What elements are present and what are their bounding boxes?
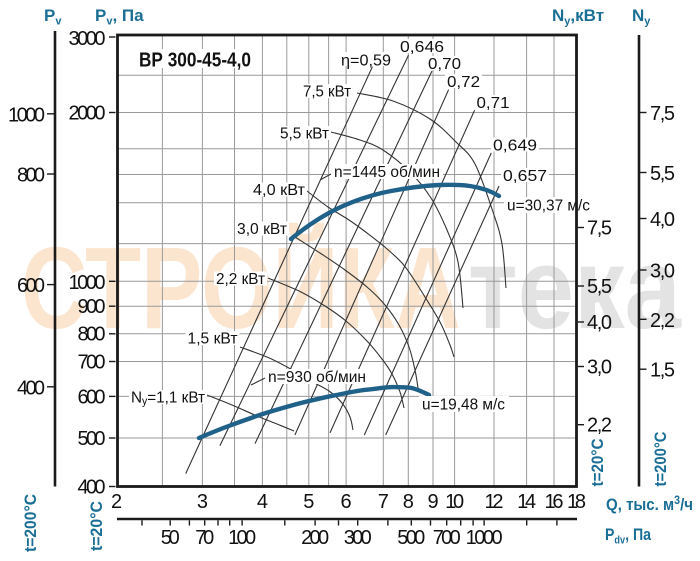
svg-text:500: 500: [78, 428, 106, 450]
svg-text:200: 200: [301, 527, 329, 549]
svg-text:0,72: 0,72: [447, 74, 480, 91]
svg-text:Q, тыс. м3/ч: Q, тыс. м3/ч: [606, 493, 693, 514]
svg-text:400: 400: [17, 377, 45, 399]
svg-text:3000: 3000: [69, 28, 106, 50]
svg-text:1000: 1000: [69, 272, 106, 294]
svg-text:300: 300: [344, 527, 372, 549]
svg-text:1000: 1000: [8, 104, 45, 126]
svg-text:Ny,кВт: Ny,кВт: [552, 6, 604, 28]
svg-text:800: 800: [78, 324, 106, 346]
svg-text:18: 18: [567, 491, 586, 513]
svg-text:ВР 300-45-4,0: ВР 300-45-4,0: [139, 50, 251, 72]
svg-text:7,5: 7,5: [650, 103, 675, 125]
svg-text:3,0: 3,0: [587, 357, 612, 379]
svg-text:7,5 кВт: 7,5 кВт: [303, 84, 352, 101]
svg-text:2: 2: [111, 491, 122, 513]
svg-text:u=19,48 м/с: u=19,48 м/с: [422, 397, 505, 414]
svg-text:50: 50: [161, 527, 180, 549]
svg-text:u=30,37 м/с: u=30,37 м/с: [507, 198, 590, 215]
svg-text:4,0: 4,0: [650, 209, 675, 231]
svg-text:5,5 кВт: 5,5 кВт: [280, 126, 330, 143]
svg-text:500: 500: [397, 527, 425, 549]
svg-text:t=200°C: t=200°C: [21, 494, 40, 552]
svg-text:η=0,59: η=0,59: [341, 53, 391, 70]
svg-text:3,0 кВт: 3,0 кВт: [237, 221, 288, 238]
svg-text:700: 700: [433, 527, 461, 549]
svg-text:4,0 кВт: 4,0 кВт: [253, 182, 306, 199]
svg-text:100: 100: [228, 527, 256, 549]
svg-text:2000: 2000: [69, 103, 106, 125]
svg-text:2,2: 2,2: [650, 310, 675, 332]
svg-text:6: 6: [341, 491, 352, 513]
svg-text:400: 400: [78, 477, 106, 499]
svg-text:t=20°C: t=20°C: [87, 501, 106, 551]
svg-text:600: 600: [78, 387, 106, 409]
svg-text:600: 600: [17, 275, 45, 297]
svg-text:9: 9: [427, 491, 438, 513]
svg-text:0,646: 0,646: [400, 39, 444, 56]
svg-text:n=930 об/мин: n=930 об/мин: [268, 369, 366, 386]
svg-text:7: 7: [378, 491, 389, 513]
svg-text:Pv, Па: Pv, Па: [95, 6, 144, 28]
svg-text:t=20°C: t=20°C: [588, 439, 607, 487]
svg-text:16: 16: [545, 491, 564, 513]
svg-text:n=1445 об/мин: n=1445 об/мин: [334, 164, 440, 181]
svg-text:5,5: 5,5: [650, 163, 675, 185]
svg-text:700: 700: [78, 352, 106, 374]
svg-text:4: 4: [257, 491, 268, 513]
svg-text:t=200°C: t=200°C: [651, 432, 670, 487]
svg-text:12: 12: [485, 491, 504, 513]
svg-text:0,657: 0,657: [503, 168, 547, 185]
svg-text:3,0: 3,0: [650, 261, 675, 283]
svg-text:0,70: 0,70: [428, 56, 461, 73]
svg-text:2,2 кВт: 2,2 кВт: [216, 271, 266, 288]
svg-text:Ny=1,1 кВт: Ny=1,1 кВт: [131, 390, 206, 408]
svg-text:8: 8: [403, 491, 414, 513]
svg-text:14: 14: [517, 491, 536, 513]
svg-text:4,0: 4,0: [587, 312, 612, 334]
svg-text:1,5: 1,5: [650, 360, 675, 382]
svg-text:5,5: 5,5: [587, 276, 612, 298]
svg-text:3: 3: [197, 491, 208, 513]
svg-text:10: 10: [445, 491, 464, 513]
svg-text:Pdv, Па: Pdv, Па: [605, 525, 651, 547]
svg-text:1000: 1000: [466, 527, 503, 549]
svg-text:2,2: 2,2: [587, 415, 612, 437]
svg-text:5: 5: [303, 491, 314, 513]
svg-text:800: 800: [17, 165, 45, 187]
svg-text:1,5 кВт: 1,5 кВт: [188, 331, 239, 348]
svg-text:0,649: 0,649: [493, 138, 537, 155]
svg-text:0,71: 0,71: [477, 95, 510, 112]
svg-text:900: 900: [78, 296, 106, 318]
svg-text:7,5: 7,5: [587, 218, 612, 240]
svg-text:70: 70: [195, 527, 214, 549]
